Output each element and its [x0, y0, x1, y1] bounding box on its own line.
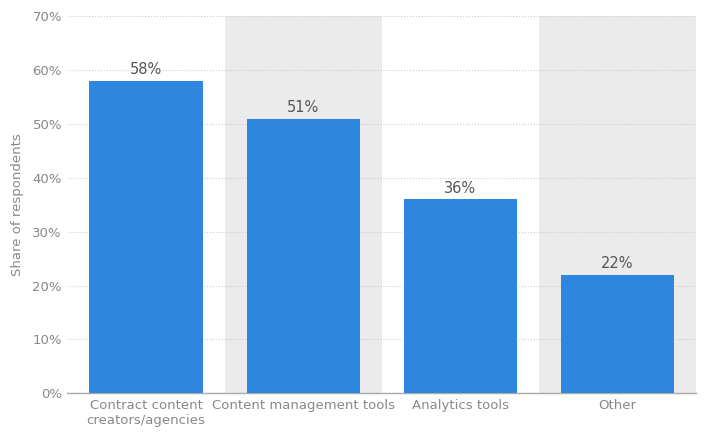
Text: 51%: 51% — [287, 100, 320, 115]
Bar — [561, 275, 674, 393]
Bar — [67, 16, 225, 393]
Y-axis label: Share of respondents: Share of respondents — [11, 133, 24, 276]
Bar — [247, 119, 360, 393]
Text: 36%: 36% — [444, 180, 477, 195]
Bar — [90, 81, 203, 393]
Bar — [225, 16, 382, 393]
Bar — [539, 16, 696, 393]
Text: 22%: 22% — [601, 256, 633, 271]
Text: 58%: 58% — [130, 62, 162, 77]
Bar — [404, 199, 517, 393]
Bar — [382, 16, 539, 393]
